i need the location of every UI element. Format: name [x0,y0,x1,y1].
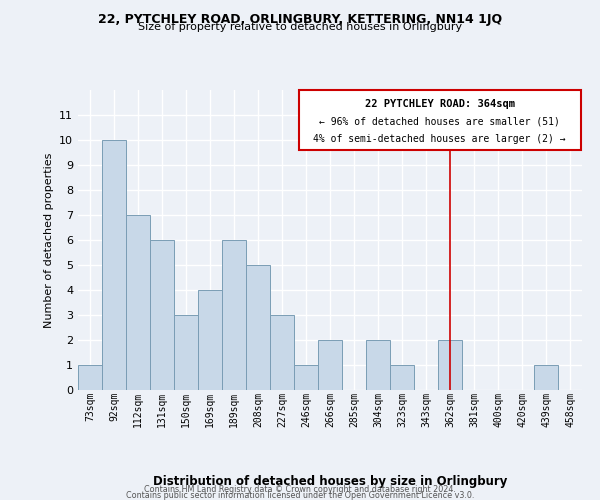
Text: Size of property relative to detached houses in Orlingbury: Size of property relative to detached ho… [138,22,462,32]
Bar [126,215,150,390]
Bar [222,240,246,390]
Bar [438,340,462,390]
Bar [318,340,342,390]
Bar [198,290,222,390]
Text: ← 96% of detached houses are smaller (51): ← 96% of detached houses are smaller (51… [319,116,560,126]
Text: 22, PYTCHLEY ROAD, ORLINGBURY, KETTERING, NN14 1JQ: 22, PYTCHLEY ROAD, ORLINGBURY, KETTERING… [98,12,502,26]
Bar [150,240,174,390]
Bar [390,365,414,390]
Bar [246,265,270,390]
Text: Contains HM Land Registry data © Crown copyright and database right 2024.: Contains HM Land Registry data © Crown c… [144,485,456,494]
Bar [78,365,102,390]
Text: Contains public sector information licensed under the Open Government Licence v3: Contains public sector information licen… [126,491,474,500]
Bar [102,140,126,390]
Text: Distribution of detached houses by size in Orlingbury: Distribution of detached houses by size … [153,474,507,488]
Bar [366,340,390,390]
Y-axis label: Number of detached properties: Number of detached properties [44,152,53,328]
Bar [174,315,198,390]
Bar [270,315,294,390]
FancyBboxPatch shape [299,90,581,150]
Text: 4% of semi-detached houses are larger (2) →: 4% of semi-detached houses are larger (2… [313,134,566,144]
Bar [534,365,558,390]
Text: 22 PYTCHLEY ROAD: 364sqm: 22 PYTCHLEY ROAD: 364sqm [365,99,515,109]
Bar [294,365,318,390]
